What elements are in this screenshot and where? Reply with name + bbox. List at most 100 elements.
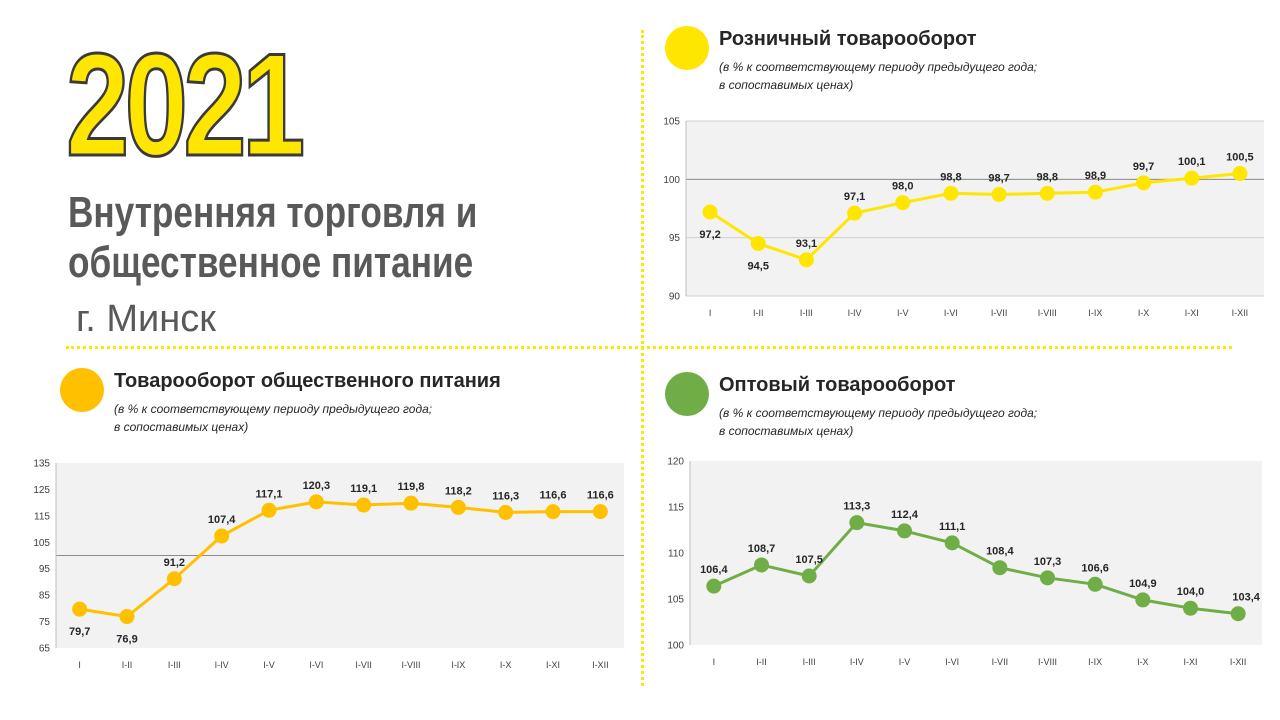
catering-data-label: 119,1 (350, 483, 377, 495)
catering-data-label: 119,8 (398, 481, 425, 493)
retail-note-line1: (в % к соответствующему периоду предыдущ… (719, 60, 1038, 74)
catering-x-tick-label: I-VIII (401, 660, 420, 670)
retail-x-tick-label: I-V (897, 308, 909, 318)
catering-note-line1: (в % к соответствующему периоду предыдущ… (114, 402, 433, 416)
catering-x-tick-label: I-XI (546, 660, 560, 670)
retail-data-point (702, 204, 718, 220)
catering-data-label: 120,3 (303, 480, 331, 492)
catering-note: (в % к соответствующему периоду предыдущ… (114, 400, 432, 436)
catering-data-point (545, 504, 561, 520)
catering-data-label: 118,2 (445, 485, 472, 497)
catering-x-tick-label: I-II (122, 660, 133, 670)
catering-data-label: 116,6 (540, 490, 567, 502)
retail-data-label: 100,5 (1226, 152, 1254, 164)
catering-x-tick-label: I-VII (355, 660, 372, 670)
page-title: Внутренняя торговля и общественное питан… (68, 188, 477, 288)
wholesale-x-tick-label: I-X (1137, 657, 1149, 667)
wholesale-y-tick-label: 120 (667, 457, 684, 468)
wholesale-dot-icon (665, 372, 709, 416)
retail-x-tick-label: I-III (800, 308, 813, 318)
wholesale-plot-area (690, 461, 1262, 645)
wholesale-data-point (1040, 570, 1055, 586)
catering-y-tick-label: 95 (39, 564, 51, 575)
catering-dot-icon (60, 368, 104, 412)
retail-data-point (1136, 175, 1152, 191)
catering-y-tick-label: 105 (33, 538, 50, 549)
catering-data-point (403, 495, 419, 511)
wholesale-note-line2: в сопоставимых ценах) (719, 424, 854, 438)
catering-data-label: 117,1 (256, 488, 283, 500)
wholesale-data-label: 112,4 (891, 509, 919, 521)
retail-data-point (943, 185, 959, 201)
catering-data-point (450, 499, 466, 515)
retail-data-label: 98,0 (892, 181, 913, 193)
retail-data-label: 97,2 (699, 229, 720, 241)
wholesale-x-tick-label: I-IV (850, 657, 864, 667)
wholesale-data-label: 111,1 (939, 521, 965, 533)
catering-data-label: 91,2 (164, 557, 185, 569)
retail-y-tick-label: 100 (663, 175, 680, 186)
wholesale-x-tick-label: I-IX (1088, 657, 1102, 667)
catering-data-point (119, 609, 135, 625)
wholesale-x-tick-label: I-VIII (1038, 657, 1057, 667)
catering-data-label: 107,4 (208, 514, 236, 526)
wholesale-x-tick-label: I-XI (1183, 657, 1197, 667)
catering-data-point (356, 497, 372, 513)
catering-x-tick-label: I-IV (215, 660, 229, 670)
retail-dot-icon (665, 26, 709, 70)
wholesale-x-tick-label: I-VI (945, 657, 959, 667)
wholesale-x-tick-label: I-V (899, 657, 911, 667)
wholesale-data-point (1230, 606, 1246, 622)
retail-data-point (847, 205, 863, 221)
wholesale-data-label: 107,5 (795, 554, 823, 566)
catering-x-tick-label: I-XII (592, 660, 609, 670)
catering-data-point (72, 601, 88, 617)
catering-title: Товарооборот общественного питания (114, 370, 501, 392)
retail-x-tick-label: I-XII (1232, 308, 1249, 318)
catering-x-tick-label: I-III (168, 660, 181, 670)
catering-data-point (308, 494, 324, 510)
retail-x-tick-label: I (709, 308, 712, 318)
retail-x-tick-label: I-VIII (1038, 308, 1057, 318)
retail-note-line2: в сопоставимых ценах) (719, 78, 854, 92)
retail-data-label: 93,1 (796, 238, 817, 250)
wholesale-y-tick-label: 110 (668, 549, 684, 560)
wholesale-x-tick-label: I-III (803, 657, 816, 667)
catering-data-label: 116,6 (587, 490, 614, 502)
retail-x-tick-label: I-IX (1088, 308, 1102, 318)
wholesale-note-line1: (в % к соответствующему периоду предыдущ… (719, 406, 1038, 420)
wholesale-title: Оптовый товарооборот (719, 374, 956, 396)
catering-y-tick-label: 135 (33, 459, 50, 470)
wholesale-data-label: 108,4 (986, 546, 1014, 558)
retail-x-tick-label: I-VII (991, 308, 1008, 318)
catering-data-point (166, 571, 182, 587)
wholesale-chart: 100 105 110 115 120 I I-II I-III I-IV I-V I-VI I-VI… (667, 457, 1262, 667)
retail-data-label: 98,8 (940, 171, 961, 183)
wholesale-series-line (713, 521, 1239, 616)
city-label: г. Минск (76, 298, 216, 340)
catering-series-line (79, 500, 601, 618)
catering-y-tick-label: 85 (39, 591, 51, 602)
wholesale-data-label: 103,4 (1232, 592, 1260, 604)
catering-x-tick-label: I-VI (309, 660, 323, 670)
wholesale-data-point (944, 535, 960, 551)
retail-data-label: 99,7 (1133, 161, 1154, 173)
retail-x-tick-label: I-IV (848, 308, 862, 318)
wholesale-data-label: 104,9 (1129, 578, 1157, 590)
wholesale-data-label: 113,3 (843, 501, 870, 513)
wholesale-data-point (754, 557, 769, 573)
wholesale-note: (в % к соответствующему периоду предыдущ… (719, 404, 1037, 440)
catering-y-tick-label: 125 (33, 485, 50, 496)
catering-x-tick-label: I-X (500, 660, 512, 670)
retail-y-tick-label: 105 (663, 117, 680, 128)
catering-y-tick-label: 75 (39, 617, 51, 628)
catering-data-point (592, 504, 608, 520)
retail-x-tick-label: I-II (753, 308, 764, 318)
retail-data-point (798, 252, 814, 268)
retail-data-label: 98,7 (988, 173, 1009, 185)
catering-y-tick-label: 115 (34, 511, 50, 522)
wholesale-data-point (1135, 592, 1151, 608)
wholesale-y-tick-label: 115 (668, 503, 684, 514)
retail-y-tick-label: 90 (669, 292, 681, 303)
retail-data-label: 98,9 (1085, 170, 1106, 182)
